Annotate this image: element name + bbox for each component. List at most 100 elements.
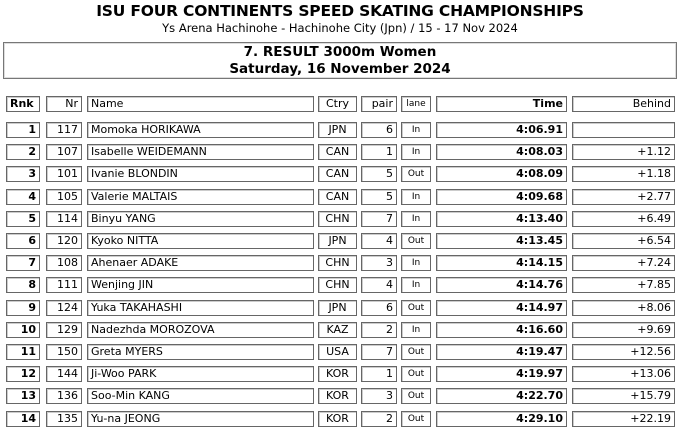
cell-name: Wenjing JIN: [87, 277, 314, 294]
cell-pair: 5: [361, 188, 397, 205]
event-date: Saturday, 16 November 2024: [229, 61, 451, 77]
cell-pair: 7: [361, 344, 397, 360]
cell-rank: 5: [6, 210, 40, 227]
cell-country: USA: [318, 344, 357, 360]
cell-time: 4:14.97: [436, 299, 567, 316]
column-header-lane: lane: [401, 96, 431, 112]
table-row: 3 101 Ivanie BLONDIN CAN 5 Out 4:08.09 +1.18: [0, 166, 680, 183]
cell-time: 4:08.09: [436, 166, 567, 183]
cell-time: 4:13.40: [436, 210, 567, 227]
column-header-number: Nr: [46, 96, 82, 112]
cell-rank: 9: [6, 299, 40, 316]
cell-rank: 11: [6, 344, 40, 360]
cell-behind: +22.19: [572, 410, 675, 427]
cell-name: Yu-na JEONG: [87, 410, 314, 427]
cell-pair: 3: [361, 388, 397, 405]
cell-country: CHN: [318, 210, 357, 227]
cell-number: 111: [46, 277, 82, 294]
venue-subtitle: Ys Arena Hachinohe - Hachinohe City (Jpn…: [162, 21, 518, 35]
cell-pair: 3: [361, 255, 397, 272]
cell-rank: 1: [6, 122, 40, 138]
cell-behind: +13.06: [572, 366, 675, 383]
cell-lane: In: [401, 321, 431, 338]
cell-number: 136: [46, 388, 82, 405]
cell-country: KOR: [318, 388, 357, 405]
cell-behind: +1.18: [572, 166, 675, 183]
cell-time: 4:16.60: [436, 321, 567, 338]
cell-name: Ivanie BLONDIN: [87, 166, 314, 183]
cell-behind: +7.85: [572, 277, 675, 294]
cell-behind: +6.54: [572, 233, 675, 249]
cell-rank: 3: [6, 166, 40, 183]
column-header-time: Time: [436, 96, 567, 112]
column-header-pair: pair: [361, 96, 397, 112]
cell-number: 107: [46, 144, 82, 161]
cell-pair: 6: [361, 299, 397, 316]
cell-time: 4:22.70: [436, 388, 567, 405]
cell-behind: +9.69: [572, 321, 675, 338]
table-row: 5 114 Binyu YANG CHN 7 In 4:13.40 +6.49: [0, 210, 680, 227]
cell-pair: 6: [361, 122, 397, 138]
cell-rank: 6: [6, 233, 40, 249]
cell-behind: +1.12: [572, 144, 675, 161]
event-title-box: 7. RESULT 3000m Women Saturday, 16 Novem…: [3, 42, 677, 79]
cell-lane: In: [401, 144, 431, 161]
championship-title: ISU FOUR CONTINENTS SPEED SKATING CHAMPI…: [96, 2, 584, 20]
cell-country: JPN: [318, 299, 357, 316]
cell-lane: Out: [401, 410, 431, 427]
cell-name: Ahenaer ADAKE: [87, 255, 314, 272]
cell-time: 4:09.68: [436, 188, 567, 205]
cell-name: Valerie MALTAIS: [87, 188, 314, 205]
cell-rank: 13: [6, 388, 40, 405]
cell-name: Soo-Min KANG: [87, 388, 314, 405]
cell-country: CHN: [318, 255, 357, 272]
cell-behind: +15.79: [572, 388, 675, 405]
table-row: 4 105 Valerie MALTAIS CAN 5 In 4:09.68 +2.77: [0, 188, 680, 205]
cell-name: Nadezhda MOROZOVA: [87, 321, 314, 338]
cell-lane: Out: [401, 166, 431, 183]
cell-number: 120: [46, 233, 82, 249]
cell-rank: 12: [6, 366, 40, 383]
cell-number: 105: [46, 188, 82, 205]
cell-name: Ji-Woo PARK: [87, 366, 314, 383]
cell-rank: 8: [6, 277, 40, 294]
table-row: 9 124 Yuka TAKAHASHI JPN 6 Out 4:14.97 +8.06: [0, 299, 680, 316]
cell-lane: In: [401, 188, 431, 205]
column-header-rank: Rnk: [6, 96, 40, 112]
cell-number: 117: [46, 122, 82, 138]
cell-behind: +8.06: [572, 299, 675, 316]
cell-number: 114: [46, 210, 82, 227]
table-row: 13 136 Soo-Min KANG KOR 3 Out 4:22.70 +15.79: [0, 388, 680, 405]
cell-pair: 2: [361, 321, 397, 338]
cell-country: CAN: [318, 144, 357, 161]
cell-number: 108: [46, 255, 82, 272]
cell-rank: 14: [6, 410, 40, 427]
cell-time: 4:14.76: [436, 277, 567, 294]
cell-time: 4:19.47: [436, 344, 567, 360]
cell-time: 4:14.15: [436, 255, 567, 272]
event-title: 7. RESULT 3000m Women: [243, 44, 437, 60]
cell-pair: 7: [361, 210, 397, 227]
table-row: 12 144 Ji-Woo PARK KOR 1 Out 4:19.97 +13.06: [0, 366, 680, 383]
cell-rank: 2: [6, 144, 40, 161]
cell-rank: 4: [6, 188, 40, 205]
cell-name: Yuka TAKAHASHI: [87, 299, 314, 316]
cell-country: CAN: [318, 188, 357, 205]
table-row: 6 120 Kyoko NITTA JPN 4 Out 4:13.45 +6.54: [0, 233, 680, 249]
table-row: 10 129 Nadezhda MOROZOVA KAZ 2 In 4:16.60 +9.69: [0, 321, 680, 338]
cell-lane: In: [401, 210, 431, 227]
cell-country: KOR: [318, 410, 357, 427]
cell-lane: Out: [401, 366, 431, 383]
cell-name: Momoka HORIKAWA: [87, 122, 314, 138]
cell-country: JPN: [318, 122, 357, 138]
cell-pair: 4: [361, 233, 397, 249]
cell-time: 4:06.91: [436, 122, 567, 138]
table-row: 11 150 Greta MYERS USA 7 Out 4:19.47 +12.56: [0, 344, 680, 360]
table-header: Rnk Nr Name Ctry pair lane Time Behind: [0, 96, 680, 112]
cell-number: 129: [46, 321, 82, 338]
cell-rank: 7: [6, 255, 40, 272]
cell-behind: +2.77: [572, 188, 675, 205]
cell-number: 101: [46, 166, 82, 183]
cell-name: Kyoko NITTA: [87, 233, 314, 249]
cell-time: 4:29.10: [436, 410, 567, 427]
